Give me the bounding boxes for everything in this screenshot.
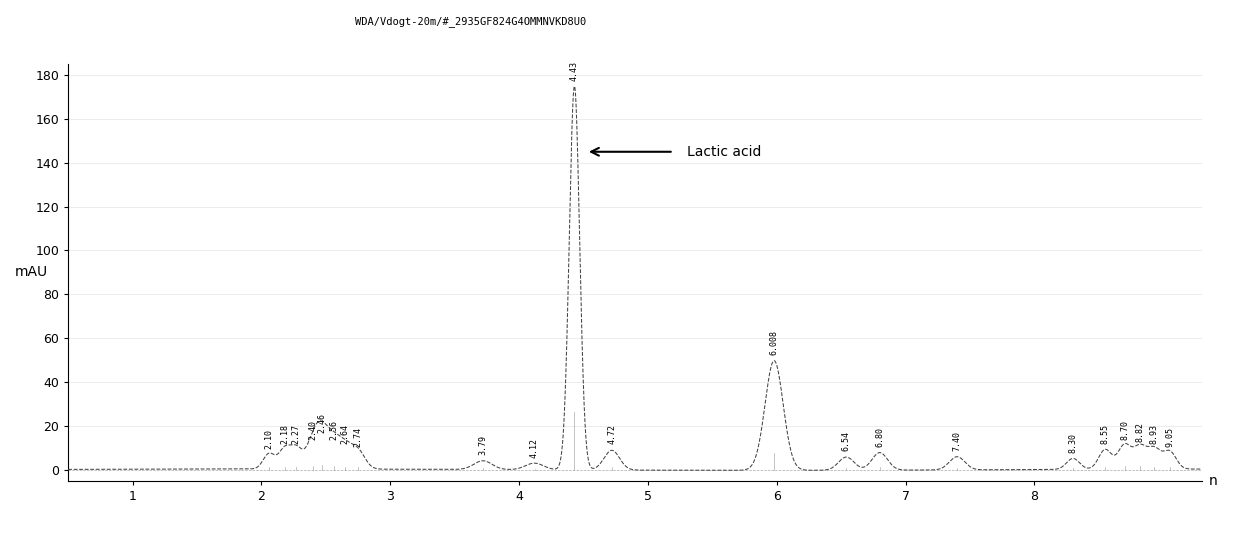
Text: 2.56: 2.56	[330, 420, 338, 440]
Y-axis label: mAU: mAU	[15, 265, 47, 279]
Text: 8.93: 8.93	[1150, 425, 1158, 444]
Text: 7.40: 7.40	[953, 431, 961, 451]
Text: n: n	[1208, 474, 1217, 488]
Text: 9.05: 9.05	[1165, 427, 1175, 446]
Text: 2.64: 2.64	[341, 425, 349, 444]
Text: 8.82: 8.82	[1135, 422, 1145, 442]
Text: 2.10: 2.10	[265, 429, 274, 449]
Text: 2.18: 2.18	[280, 425, 289, 444]
Text: Lactic acid: Lactic acid	[686, 145, 761, 159]
Text: 2.27: 2.27	[291, 425, 301, 444]
Text: 6.008: 6.008	[769, 329, 778, 355]
Text: 8.30: 8.30	[1068, 433, 1078, 453]
Text: 6.54: 6.54	[841, 431, 851, 451]
Text: 6.80: 6.80	[875, 427, 885, 446]
Text: 2.46: 2.46	[317, 413, 326, 434]
Text: 2.40: 2.40	[309, 420, 317, 440]
Text: 3.79: 3.79	[478, 435, 487, 456]
Text: WDA/Vdogt-20m/#_2935GF824G4OMMNVKD8U0: WDA/Vdogt-20m/#_2935GF824G4OMMNVKD8U0	[356, 16, 586, 27]
Text: 4.43: 4.43	[570, 60, 579, 81]
Text: 8.55: 8.55	[1100, 425, 1110, 444]
Text: 4.12: 4.12	[530, 437, 539, 458]
Text: 4.72: 4.72	[607, 425, 616, 444]
Text: 2.74: 2.74	[353, 427, 363, 446]
Text: 8.70: 8.70	[1120, 420, 1129, 440]
